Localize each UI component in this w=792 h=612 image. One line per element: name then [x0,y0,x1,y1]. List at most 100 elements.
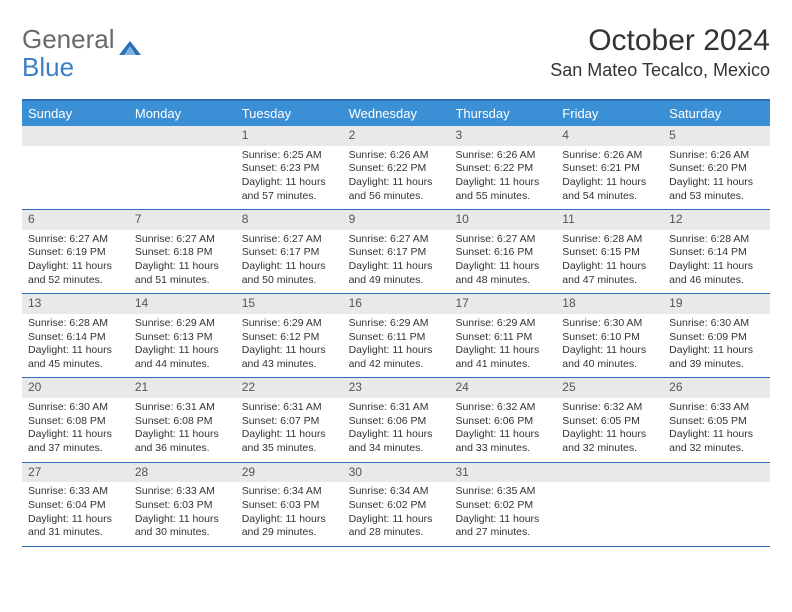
title-block: October 2024 San Mateo Tecalco, Mexico [550,24,770,81]
day-cell: 5Sunrise: 6:26 AMSunset: 6:20 PMDaylight… [663,126,770,209]
logo: General [22,24,143,55]
daylight-text: Daylight: 11 hours and 52 minutes. [28,260,123,287]
sunrise-text: Sunrise: 6:27 AM [135,233,230,247]
sunrise-text: Sunrise: 6:33 AM [28,485,123,499]
day-number: 15 [236,294,343,314]
day-number [556,463,663,483]
day-cell: 15Sunrise: 6:29 AMSunset: 6:12 PMDayligh… [236,294,343,377]
daylight-text: Daylight: 11 hours and 32 minutes. [669,428,764,455]
sunrise-text: Sunrise: 6:32 AM [562,401,657,415]
sunrise-text: Sunrise: 6:27 AM [28,233,123,247]
daylight-text: Daylight: 11 hours and 49 minutes. [349,260,444,287]
day-body: Sunrise: 6:27 AMSunset: 6:17 PMDaylight:… [236,230,343,294]
daylight-text: Daylight: 11 hours and 46 minutes. [669,260,764,287]
day-body: Sunrise: 6:31 AMSunset: 6:08 PMDaylight:… [129,398,236,462]
logo-triangle-icon [119,31,141,49]
sunrise-text: Sunrise: 6:29 AM [135,317,230,331]
sunrise-text: Sunrise: 6:26 AM [562,149,657,163]
day-body: Sunrise: 6:30 AMSunset: 6:09 PMDaylight:… [663,314,770,378]
sunset-text: Sunset: 6:17 PM [242,246,337,260]
week-row: 20Sunrise: 6:30 AMSunset: 6:08 PMDayligh… [22,378,770,462]
header: General October 2024 San Mateo Tecalco, … [22,24,770,81]
day-body: Sunrise: 6:27 AMSunset: 6:16 PMDaylight:… [449,230,556,294]
sunrise-text: Sunrise: 6:26 AM [669,149,764,163]
day-body: Sunrise: 6:30 AMSunset: 6:10 PMDaylight:… [556,314,663,378]
daylight-text: Daylight: 11 hours and 43 minutes. [242,344,337,371]
day-body: Sunrise: 6:28 AMSunset: 6:15 PMDaylight:… [556,230,663,294]
day-number: 23 [343,378,450,398]
day-number: 12 [663,210,770,230]
sunrise-text: Sunrise: 6:33 AM [669,401,764,415]
day-body: Sunrise: 6:27 AMSunset: 6:19 PMDaylight:… [22,230,129,294]
day-number: 16 [343,294,450,314]
day-body: Sunrise: 6:33 AMSunset: 6:05 PMDaylight:… [663,398,770,462]
dow-saturday: Saturday [663,101,770,126]
day-cell: 30Sunrise: 6:34 AMSunset: 6:02 PMDayligh… [343,463,450,546]
sunset-text: Sunset: 6:19 PM [28,246,123,260]
sunrise-text: Sunrise: 6:28 AM [669,233,764,247]
day-body: Sunrise: 6:32 AMSunset: 6:06 PMDaylight:… [449,398,556,462]
week-row: 27Sunrise: 6:33 AMSunset: 6:04 PMDayligh… [22,463,770,547]
day-cell: 18Sunrise: 6:30 AMSunset: 6:10 PMDayligh… [556,294,663,377]
day-number: 3 [449,126,556,146]
sunset-text: Sunset: 6:11 PM [455,331,550,345]
sunrise-text: Sunrise: 6:30 AM [669,317,764,331]
daylight-text: Daylight: 11 hours and 48 minutes. [455,260,550,287]
day-body: Sunrise: 6:29 AMSunset: 6:12 PMDaylight:… [236,314,343,378]
sunrise-text: Sunrise: 6:31 AM [242,401,337,415]
sunset-text: Sunset: 6:09 PM [669,331,764,345]
sunset-text: Sunset: 6:22 PM [349,162,444,176]
daylight-text: Daylight: 11 hours and 27 minutes. [455,513,550,540]
day-body: Sunrise: 6:29 AMSunset: 6:11 PMDaylight:… [449,314,556,378]
week-row: 1Sunrise: 6:25 AMSunset: 6:23 PMDaylight… [22,126,770,210]
sunset-text: Sunset: 6:18 PM [135,246,230,260]
daylight-text: Daylight: 11 hours and 42 minutes. [349,344,444,371]
day-body: Sunrise: 6:31 AMSunset: 6:06 PMDaylight:… [343,398,450,462]
sunset-text: Sunset: 6:03 PM [135,499,230,513]
sunrise-text: Sunrise: 6:29 AM [242,317,337,331]
day-cell: 31Sunrise: 6:35 AMSunset: 6:02 PMDayligh… [449,463,556,546]
sunset-text: Sunset: 6:20 PM [669,162,764,176]
day-number: 9 [343,210,450,230]
daylight-text: Daylight: 11 hours and 37 minutes. [28,428,123,455]
day-body: Sunrise: 6:26 AMSunset: 6:22 PMDaylight:… [343,146,450,210]
dow-friday: Friday [556,101,663,126]
day-number: 19 [663,294,770,314]
day-number [129,126,236,146]
day-number: 21 [129,378,236,398]
sunrise-text: Sunrise: 6:32 AM [455,401,550,415]
sunrise-text: Sunrise: 6:29 AM [455,317,550,331]
sunset-text: Sunset: 6:11 PM [349,331,444,345]
day-cell: 29Sunrise: 6:34 AMSunset: 6:03 PMDayligh… [236,463,343,546]
sunset-text: Sunset: 6:17 PM [349,246,444,260]
day-cell: 17Sunrise: 6:29 AMSunset: 6:11 PMDayligh… [449,294,556,377]
sunset-text: Sunset: 6:22 PM [455,162,550,176]
day-body: Sunrise: 6:30 AMSunset: 6:08 PMDaylight:… [22,398,129,462]
sunset-text: Sunset: 6:02 PM [349,499,444,513]
day-cell: 14Sunrise: 6:29 AMSunset: 6:13 PMDayligh… [129,294,236,377]
day-body: Sunrise: 6:29 AMSunset: 6:11 PMDaylight:… [343,314,450,378]
day-cell: 26Sunrise: 6:33 AMSunset: 6:05 PMDayligh… [663,378,770,461]
sunset-text: Sunset: 6:16 PM [455,246,550,260]
day-cell: 3Sunrise: 6:26 AMSunset: 6:22 PMDaylight… [449,126,556,209]
day-number: 5 [663,126,770,146]
dow-thursday: Thursday [449,101,556,126]
sunrise-text: Sunrise: 6:35 AM [455,485,550,499]
day-cell: 28Sunrise: 6:33 AMSunset: 6:03 PMDayligh… [129,463,236,546]
sunrise-text: Sunrise: 6:28 AM [28,317,123,331]
day-body: Sunrise: 6:26 AMSunset: 6:21 PMDaylight:… [556,146,663,210]
sunrise-text: Sunrise: 6:34 AM [349,485,444,499]
day-cell: 6Sunrise: 6:27 AMSunset: 6:19 PMDaylight… [22,210,129,293]
sunset-text: Sunset: 6:06 PM [455,415,550,429]
sunset-text: Sunset: 6:08 PM [135,415,230,429]
day-body: Sunrise: 6:34 AMSunset: 6:02 PMDaylight:… [343,482,450,546]
empty-cell [129,126,236,209]
day-number: 1 [236,126,343,146]
sunset-text: Sunset: 6:10 PM [562,331,657,345]
sunrise-text: Sunrise: 6:26 AM [349,149,444,163]
day-cell: 11Sunrise: 6:28 AMSunset: 6:15 PMDayligh… [556,210,663,293]
day-number: 14 [129,294,236,314]
daylight-text: Daylight: 11 hours and 50 minutes. [242,260,337,287]
daylight-text: Daylight: 11 hours and 47 minutes. [562,260,657,287]
daylight-text: Daylight: 11 hours and 56 minutes. [349,176,444,203]
